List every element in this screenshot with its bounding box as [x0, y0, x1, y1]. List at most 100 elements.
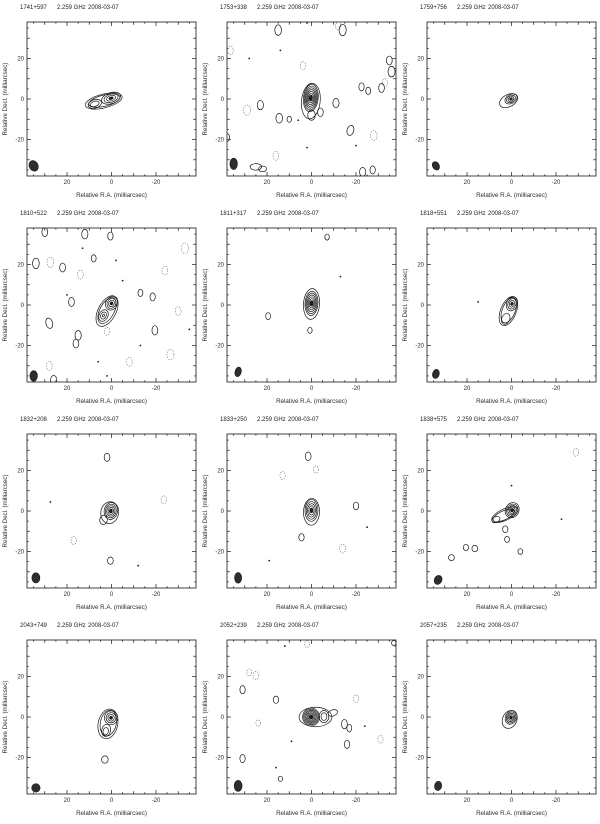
noise-contour: [72, 338, 80, 349]
contour-ellipse: [305, 501, 318, 520]
noise-contour: [99, 514, 108, 525]
x-tick-label: 0: [310, 592, 314, 598]
axis-ticks: [227, 640, 396, 794]
beam-ellipse: [233, 780, 243, 792]
panel-title-source: 1759+756: [420, 5, 448, 11]
axis-ticks: [427, 434, 596, 588]
contour-ellipse: [106, 505, 116, 517]
noise-contour: [307, 326, 313, 334]
negative-contour: [161, 265, 169, 276]
y-axis-label: Relative Decl. (milliarcsec): [2, 269, 9, 342]
speck: [339, 275, 342, 278]
axis-ticks: [227, 22, 396, 176]
contour-ellipse: [509, 97, 513, 101]
contour-ellipse: [105, 296, 118, 311]
contour-ellipse: [307, 503, 316, 518]
panel-cell-1838+575: 1838+575 2.259 GHz 2008-03-07 20 0 -20 20 0 -20 R…: [400, 412, 600, 618]
x-tick-label: 20: [464, 386, 471, 392]
noise-contour: [95, 295, 119, 327]
speck: [306, 146, 308, 149]
contour-ellipse: [304, 499, 319, 522]
contour-group: [234, 233, 342, 377]
noise-contour: [32, 257, 40, 270]
noise-contour: [304, 451, 312, 461]
panel-title-date: 2008-03-07: [288, 417, 319, 423]
y-tick-label: 0: [21, 509, 25, 515]
noise-contour: [303, 498, 320, 526]
x-tick-label: 0: [310, 180, 314, 186]
contour-map-1811+317: 1811+317 2.259 GHz 2008-03-07 20 0 -20 20 0 -20 R…: [202, 211, 397, 405]
contour-ellipse: [105, 503, 117, 519]
y-tick-label: 0: [421, 97, 425, 103]
noise-contour: [346, 125, 355, 136]
negative-contour: [160, 495, 167, 505]
negative-contour: [46, 361, 53, 371]
speck: [248, 57, 251, 60]
speck: [306, 22, 308, 24]
contour-ellipse: [309, 507, 314, 514]
x-tick-label: 20: [264, 180, 271, 186]
contour-ellipse: [109, 715, 113, 720]
contour-ellipse: [105, 712, 117, 724]
y-tick-label: 20: [417, 468, 424, 474]
contour-ellipse: [305, 89, 316, 107]
contour-group: [28, 91, 123, 172]
y-tick-label: 0: [221, 303, 225, 309]
noise-contour: [344, 739, 351, 749]
contour-ellipse: [504, 710, 518, 725]
speck: [137, 564, 140, 567]
y-tick-label: -20: [15, 550, 24, 556]
panel-title-frequency: 2.259 GHz: [457, 5, 486, 11]
speck: [121, 279, 124, 282]
noise-contour: [149, 292, 156, 302]
contour-group: [29, 228, 191, 382]
y-tick-label: 0: [221, 715, 225, 721]
negative-contour: [381, 78, 388, 88]
contour-ellipse: [306, 712, 316, 722]
contour-ellipse: [107, 507, 114, 515]
noise-contour: [378, 83, 385, 93]
noise-contour: [45, 317, 54, 329]
negative-contour: [46, 257, 54, 268]
y-tick-label: 20: [217, 674, 224, 680]
y-tick-label: -20: [15, 344, 24, 350]
y-axis-label: Relative Decl. (milliarcsec): [2, 63, 9, 136]
noise-contour: [500, 297, 517, 324]
contour-map-2043+749: 2043+749 2.259 GHz 2008-03-07 20 0 -20 20 0 -20 R…: [2, 623, 197, 817]
contour-map-1759+756: 1759+756 2.259 GHz 2008-03-07 20 0 -20 20 0 -20 R…: [402, 5, 597, 199]
negative-contour: [370, 130, 378, 141]
axis-ticks: [27, 228, 196, 382]
contour-ellipse: [304, 85, 318, 111]
contour-group: [234, 451, 368, 584]
noise-contour: [298, 533, 305, 542]
contour-ellipse: [108, 96, 114, 100]
noise-contour: [277, 775, 283, 782]
x-tick-label: -20: [352, 180, 361, 186]
noise-contour: [151, 325, 159, 336]
negative-contour: [243, 104, 251, 116]
panel-title-frequency: 2.259 GHz: [257, 623, 286, 629]
noise-contour: [97, 297, 117, 324]
contour-ellipse: [508, 714, 514, 721]
noise-contour: [387, 66, 396, 78]
noise-contour: [320, 712, 328, 721]
x-axis-label: Relative R.A. (milliarcsec): [476, 398, 547, 405]
contour-ellipse: [506, 503, 519, 517]
x-tick-label: 20: [464, 592, 471, 598]
contour-ellipse: [108, 299, 115, 307]
x-tick-label: 20: [264, 592, 271, 598]
noise-contour: [303, 288, 320, 320]
panel-title-source: 1753+338: [220, 5, 248, 11]
x-tick-label: 0: [310, 798, 314, 804]
y-axis-label: Relative Decl. (milliarcsec): [202, 269, 209, 342]
panel-cell-1833+250: 1833+250 2.259 GHz 2008-03-07 20 0 -20 20 0 -20 R…: [200, 412, 400, 618]
noise-contour: [391, 640, 396, 647]
noise-contour: [103, 452, 111, 462]
noise-contour: [249, 163, 263, 171]
contour-ellipse: [507, 712, 515, 722]
speck: [97, 360, 100, 363]
y-tick-label: 0: [21, 97, 25, 103]
noise-contour: [359, 167, 367, 176]
noise-contour: [107, 556, 114, 565]
